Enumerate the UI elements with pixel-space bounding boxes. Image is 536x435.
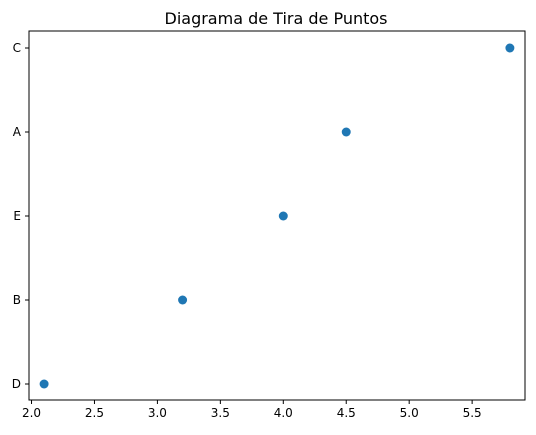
plot-area-frame — [28, 30, 526, 401]
x-tick-label: 3.0 — [148, 406, 167, 420]
y-tick-label: E — [13, 209, 21, 223]
data-points — [39, 43, 515, 389]
y-tick-label: A — [13, 125, 22, 139]
x-tick-label: 5.5 — [463, 406, 482, 420]
data-point-C — [505, 43, 515, 53]
x-tick-label: 4.5 — [337, 406, 356, 420]
x-tick-label: 2.0 — [22, 406, 41, 420]
x-tick-label: 5.0 — [400, 406, 419, 420]
data-point-A — [341, 127, 351, 137]
data-point-D — [39, 379, 49, 389]
y-tick-label: B — [13, 293, 21, 307]
chart-title: Diagrama de Tira de Puntos — [165, 9, 388, 28]
x-tick-label: 2.5 — [85, 406, 104, 420]
y-tick-label: C — [13, 41, 21, 55]
axis-ticks: 2.0 2.5 3.0 3.5 4.0 4.5 5.0 5.5 D B E A C — [12, 41, 482, 420]
x-tick-label: 3.5 — [211, 406, 230, 420]
data-point-E — [278, 211, 288, 221]
x-tick-label: 4.0 — [274, 406, 293, 420]
data-point-B — [178, 295, 188, 305]
y-tick-label: D — [12, 377, 21, 391]
